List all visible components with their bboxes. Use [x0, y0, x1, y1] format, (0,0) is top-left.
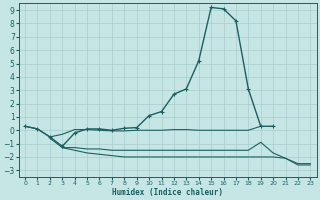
- X-axis label: Humidex (Indice chaleur): Humidex (Indice chaleur): [112, 188, 223, 197]
